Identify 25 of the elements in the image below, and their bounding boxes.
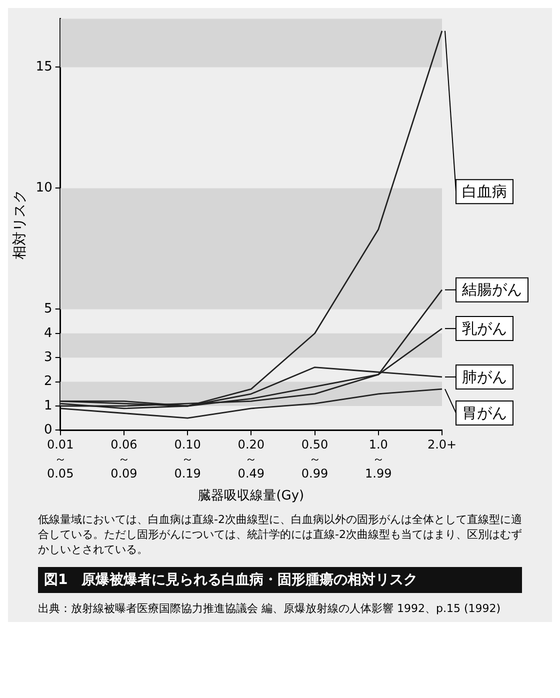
text: 白血病	[462, 182, 507, 200]
y-tick-label: 10	[36, 180, 52, 196]
x-tick-label: 0.10 ～ 0.19	[174, 438, 201, 480]
series-label: 乳がん	[462, 319, 507, 338]
x-tick-label: 0.01 ～ 0.05	[46, 438, 74, 480]
source-note: 出典：放射線被曝者医療国際協力推進協議会 編、原爆放射線の人体影響 1992、p.15 (1992)	[37, 601, 502, 617]
x-tick-label: 1.0 ～ 1.99	[365, 438, 392, 480]
series-label: 肺がん	[462, 368, 507, 386]
y-tick-label: 2	[44, 374, 52, 390]
y-tick-label: 1	[44, 398, 52, 414]
y-tick-label: 4	[44, 326, 52, 341]
y-tick-label: 15	[36, 60, 52, 75]
series-label: 胃がん	[462, 404, 507, 422]
series-label: 結腸がん	[461, 280, 522, 299]
y-axis-title: 相対リスク	[12, 190, 28, 260]
x-tick-label: 0.50 ～ 0.99	[301, 438, 328, 480]
text: 低線量域においては、白血病は直線-2次曲線型に、白血病以外の固形がんは全体として直線型に適合している。ただし固形がんについては、統計学的には直線-2次曲線型も当てはまり、区別はむずかしいとされている。	[37, 512, 523, 558]
text: 図1 原爆被爆者に見られる白血病・固形腫瘍の相対リスク	[38, 567, 522, 593]
y-tick-label: 3	[44, 350, 52, 365]
x-tick-label: 0.20 ～ 0.49	[238, 438, 265, 480]
x-tick-label: 2.0+	[427, 438, 457, 452]
x-tick-label: 0.06 ～ 0.09	[110, 438, 138, 480]
x-axis-title: 臓器吸収線量(Gy)	[198, 488, 304, 504]
y-tick-label: 5	[44, 302, 52, 317]
y-tick-label: 0	[44, 422, 52, 438]
